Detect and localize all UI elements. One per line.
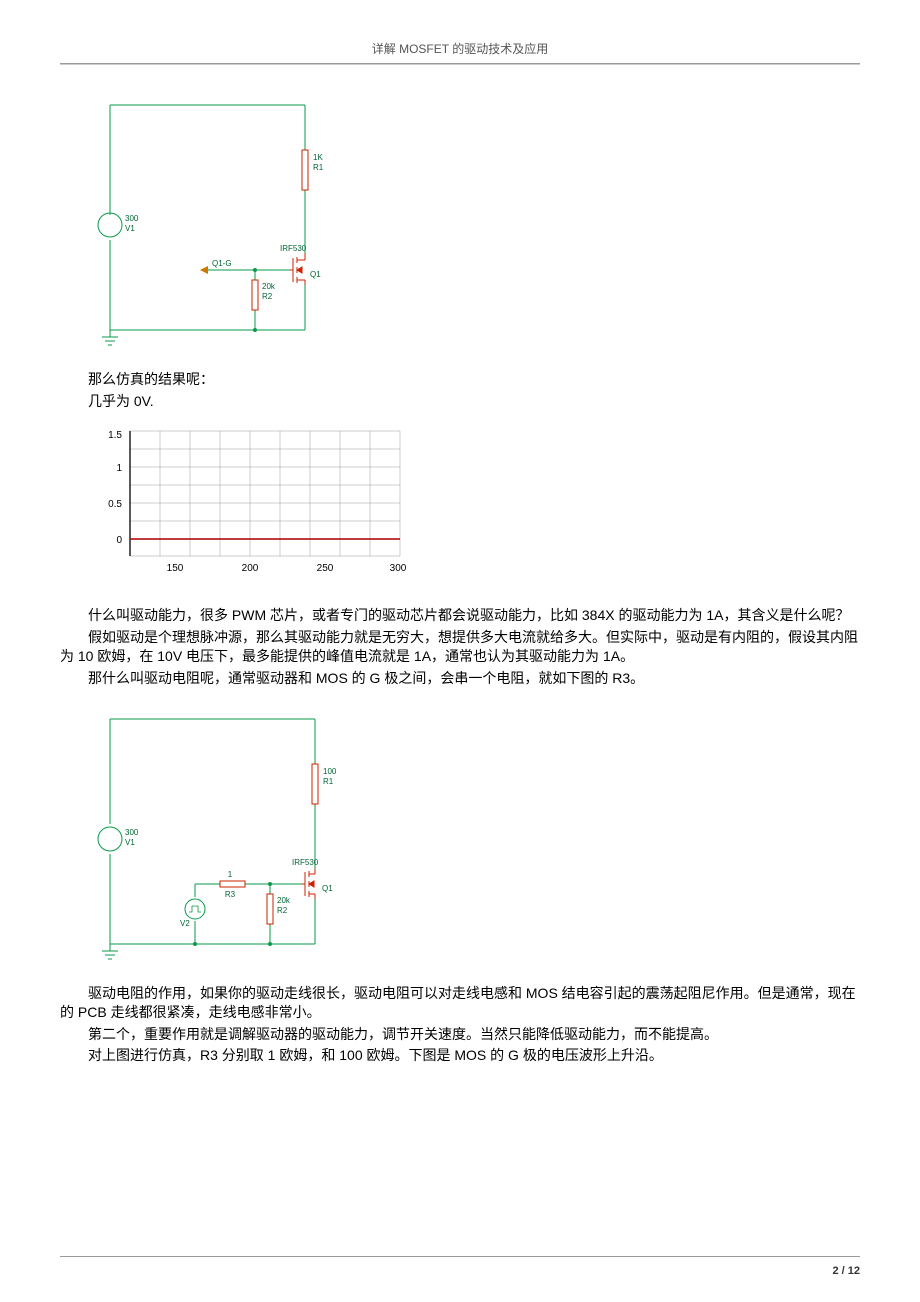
para-drive-resistor: 那什么叫驱动电阻呢，通常驱动器和 MOS 的 G 极之间，会串一个电阻，就如下图…: [60, 669, 860, 689]
c2-v2-name: V2: [180, 919, 190, 928]
c2-r3-name: R3: [225, 890, 236, 899]
para-resistor-purpose: 驱动电阻的作用，如果你的驱动走线很长，驱动电阻可以对走线电感和 MOS 结电容引…: [60, 984, 860, 1023]
header-rule: [60, 63, 860, 65]
circuit-diagram-1: 300 V1 1K R1 20k R2 IRF530 Q1 Q1-G: [80, 85, 860, 355]
para-ideal-pulse: 假如驱动是个理想脉冲源，那么其驱动能力就是无穷大，想提供多大电流就给多大。但实际…: [60, 628, 860, 667]
q1-name: Q1: [310, 270, 321, 279]
c2-r1-value: 100: [323, 767, 337, 776]
r2-value: 20k: [262, 282, 276, 291]
q1-part: IRF530: [280, 244, 307, 253]
sim-intro-line1: 那么仿真的结果呢：: [60, 370, 860, 390]
c2-v1-value: 300: [125, 828, 139, 837]
probe-label: Q1-G: [212, 259, 232, 268]
xtick-200: 200: [242, 563, 259, 574]
ytick-0: 0: [116, 535, 122, 546]
para-second-purpose: 第二个，重要作用就是调解驱动器的驱动能力，调节开关速度。当然只能降低驱动能力，而…: [60, 1025, 860, 1045]
r2-name: R2: [262, 292, 273, 301]
r1-value: 1K: [313, 153, 323, 162]
c2-v1-name: V1: [125, 838, 135, 847]
c2-q1-name: Q1: [322, 884, 333, 893]
xtick-150: 150: [167, 563, 184, 574]
circuit-diagram-2: 300 V1 V2 100 R1 1 R3 20k R2 IRF530 Q1: [80, 699, 860, 969]
xtick-300: 300: [390, 563, 407, 574]
c2-q1-part: IRF530: [292, 858, 319, 867]
footer-rule: [60, 1256, 860, 1257]
para-drive-capability: 什么叫驱动能力，很多 PWM 芯片，或者专门的驱动芯片都会说驱动能力，比如 38…: [60, 606, 860, 626]
c2-r2-name: R2: [277, 906, 288, 915]
v1-value: 300: [125, 214, 139, 223]
para-sim-setup: 对上图进行仿真，R3 分别取 1 欧姆，和 100 欧姆。下图是 MOS 的 G…: [60, 1046, 860, 1066]
ytick-1: 1: [116, 463, 122, 474]
ytick-05: 0.5: [108, 499, 122, 510]
r1-name: R1: [313, 163, 324, 172]
sim-intro-line2: 几乎为 0V.: [60, 392, 860, 412]
c2-r3-value: 1: [228, 870, 233, 879]
v1-name: V1: [125, 224, 135, 233]
c2-r2-value: 20k: [277, 896, 291, 905]
ytick-15: 1.5: [108, 430, 122, 441]
c2-r1-name: R1: [323, 777, 334, 786]
page-number: 2 / 12: [832, 1265, 860, 1277]
simulation-chart: 0 0.5 1 1.5 150 200 250 300: [80, 421, 860, 591]
page-header-title: 详解 MOSFET 的驱动技术及应用: [60, 40, 860, 57]
xtick-250: 250: [317, 563, 334, 574]
